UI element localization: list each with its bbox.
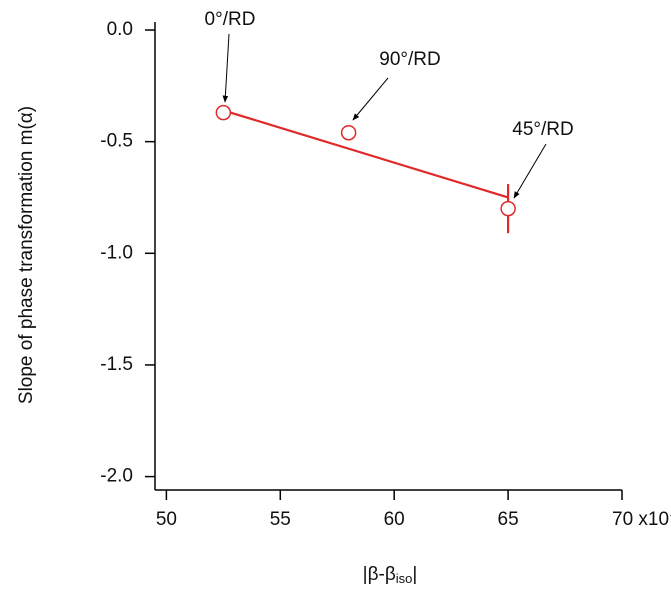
x-tick-label: 55 xyxy=(270,509,291,530)
x-tick-label: 60 xyxy=(384,509,405,530)
y-tick-label: -2.0 xyxy=(100,466,133,487)
annotation-arrow xyxy=(352,77,389,121)
annotation-arrow xyxy=(222,33,230,103)
data-point xyxy=(215,104,232,121)
data-point xyxy=(340,124,357,141)
x-label-sub: iso xyxy=(396,571,413,586)
x-tick-label: 50 xyxy=(156,509,177,530)
y-tick-label: 0.0 xyxy=(107,19,133,40)
y-tick-label: -1.5 xyxy=(100,354,133,375)
annotation: 90°/RD xyxy=(379,49,440,70)
x-tick-label: 70 x10⁻³ xyxy=(612,509,671,530)
fit-line xyxy=(223,109,509,199)
annotation: 45°/RD xyxy=(512,119,573,140)
annotation: 0°/RD xyxy=(205,9,256,30)
x-label-end: | xyxy=(412,564,417,585)
y-tick-label: -0.5 xyxy=(100,131,133,152)
data-point xyxy=(500,200,516,217)
x-tick-label: 65 xyxy=(498,509,519,530)
y-axis-label: Slope of phase transformation m(α) xyxy=(16,106,37,404)
x-axis-label: |β-βiso| xyxy=(363,564,418,586)
annotation-arrow xyxy=(513,143,547,199)
x-label-main: |β-β xyxy=(363,564,396,585)
y-tick-label: -1.0 xyxy=(100,242,133,263)
